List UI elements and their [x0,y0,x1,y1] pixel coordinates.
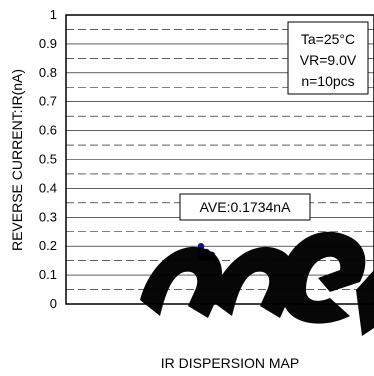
condition-temperature: Ta=25°C [301,31,355,47]
y-tick-label: 0.7 [39,94,57,109]
y-tick-label: 0.5 [39,152,57,167]
condition-sample-count: n=10pcs [301,73,354,89]
y-tick-labels: 0 0.1 0.2 0.3 0.4 0.5 0.6 0.7 0.8 0.9 1 [39,7,57,311]
average-annotation: AVE:0.1734nA [179,193,311,221]
y-axis-label: REVERSE CURRENT:IR(nA) [9,69,25,251]
y-tick-label: 0.6 [39,123,57,138]
average-label: AVE:0.1734nA [200,199,291,215]
condition-voltage: VR=9.0V [300,52,357,68]
x-axis-label: IR DISPERSION MAP [161,355,299,371]
y-tick-label: 1 [50,7,57,22]
conditions-box: Ta=25°C VR=9.0V n=10pcs [287,21,369,95]
y-tick-label: 0 [50,296,57,311]
y-tick-label: 0.3 [39,209,57,224]
y-tick-label: 0.1 [39,267,57,282]
y-tick-label: 0.8 [39,65,57,80]
y-tick-label: 0.2 [39,238,57,253]
watermark [140,231,374,336]
y-tick-label: 0.4 [39,180,57,195]
y-tick-label: 0.9 [39,36,57,51]
